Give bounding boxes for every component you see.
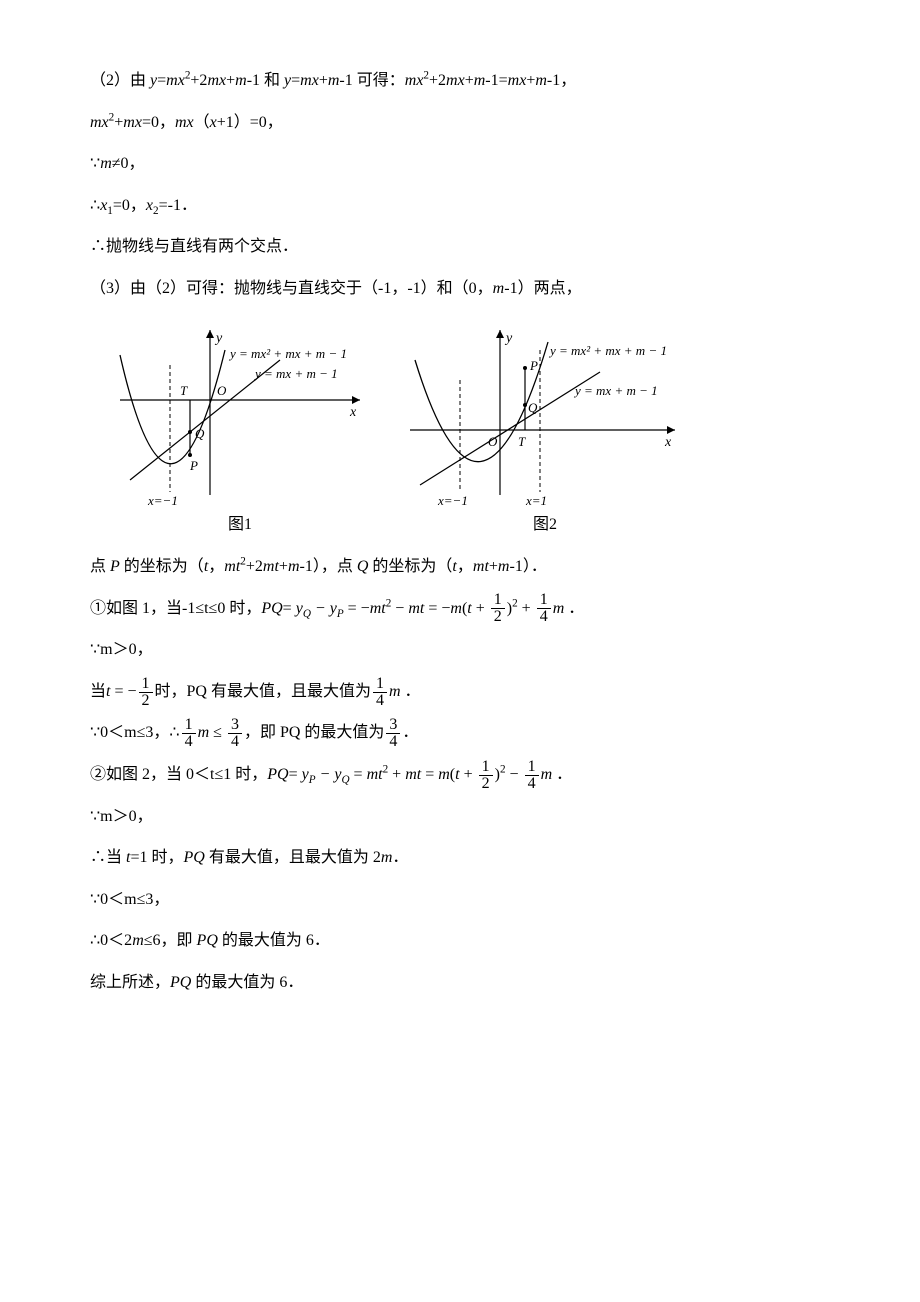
svg-text:P: P [189,458,198,473]
svg-text:O: O [488,434,498,449]
line-case1: ①如图 1，当-1≤t≤0 时，PQ= yQ − yP = −mt2 − mt … [90,588,850,630]
line-p-coord: 点 P 的坐标为（t，mt2+2mt+m-1），点 Q 的坐标为（t，mt+m-… [90,546,850,588]
svg-text:T: T [180,383,188,398]
line-m-pos-2: ∵m＞0， [90,796,850,838]
figure-1-caption: 图1 [110,514,370,536]
figure-2: y x O T P Q x=−1 x=1 y = mx² + mx + m − … [400,320,690,536]
t2: 时，PQ 有最大值，且最大值为 [155,683,371,700]
t: ①如图 1，当-1≤t≤0 时， [90,600,261,617]
svg-text:x=−1: x=−1 [437,493,468,508]
line-3-1: （3）由（2）可得：抛物线与直线交于（-1，-1）和（0，m-1）两点， [90,268,850,310]
line-2-5: ∴抛物线与直线有两个交点． [90,226,850,268]
eq: y [150,72,157,89]
line-2-4: ∴x1=0，x2=-1． [90,185,850,227]
line-max1: 当t = −12时，PQ 有最大值，且最大值为14m ． [90,671,850,713]
svg-text:Q: Q [528,400,538,415]
line-case2: ②如图 2，当 0＜t≤1 时，PQ= yP − yQ = mt2 + mt =… [90,754,850,796]
svg-text:y = mx + m − 1: y = mx + m − 1 [573,383,658,398]
line-max2: ∴当 t=1 时，PQ 有最大值，且最大值为 2m． [90,837,850,879]
svg-text:x=1: x=1 [525,493,547,508]
t: （2）由 [90,72,150,89]
figures-row: y x O T Q P x=−1 y = mx² + mx + m − 1 y … [110,320,850,536]
figure-2-caption: 图2 [400,514,690,536]
t2: ，即 PQ 的最大值为 [244,724,384,741]
svg-text:y = mx + m − 1: y = mx + m − 1 [253,366,338,381]
svg-text:x=−1: x=−1 [147,493,178,508]
svg-text:O: O [217,383,227,398]
line-bound2a: ∵0＜m≤3， [90,879,850,921]
line-m-pos-1: ∵m＞0， [90,629,850,671]
figure-2-svg: y x O T P Q x=−1 x=1 y = mx² + mx + m − … [400,320,690,510]
line-bound2b: ∴0＜2m≤6，即 PQ 的最大值为 6． [90,920,850,962]
svg-text:y = mx² + mx + m − 1: y = mx² + mx + m − 1 [228,346,347,361]
t: ∵0＜m≤3，∴ [90,724,180,741]
svg-text:y: y [214,331,223,346]
line-2-2: mx2+mx=0，mx（x+1）=0， [90,102,850,144]
svg-text:y: y [504,331,513,346]
figure-1: y x O T Q P x=−1 y = mx² + mx + m − 1 y … [110,320,370,536]
svg-text:y = mx² + mx + m − 1: y = mx² + mx + m − 1 [548,343,667,358]
line-2-3: ∵m≠0， [90,143,850,185]
line-bound1: ∵0＜m≤3，∴14m ≤ 34，即 PQ 的最大值为34． [90,712,850,754]
svg-text:P: P [529,358,538,373]
svg-text:x: x [664,435,672,450]
t: 当 [90,683,106,700]
svg-text:x: x [349,405,357,420]
figure-1-svg: y x O T Q P x=−1 y = mx² + mx + m − 1 y … [110,320,370,510]
t3: ． [402,724,418,741]
line-conclusion: 综上所述，PQ 的最大值为 6． [90,962,850,1004]
svg-text:T: T [518,434,526,449]
line-2-1: （2）由 y=mx2+2mx+m-1 和 y=mx+m-1 可得：mx2+2mx… [90,60,850,102]
t: ②如图 2，当 0＜t≤1 时， [90,766,267,783]
svg-text:Q: Q [195,426,205,441]
